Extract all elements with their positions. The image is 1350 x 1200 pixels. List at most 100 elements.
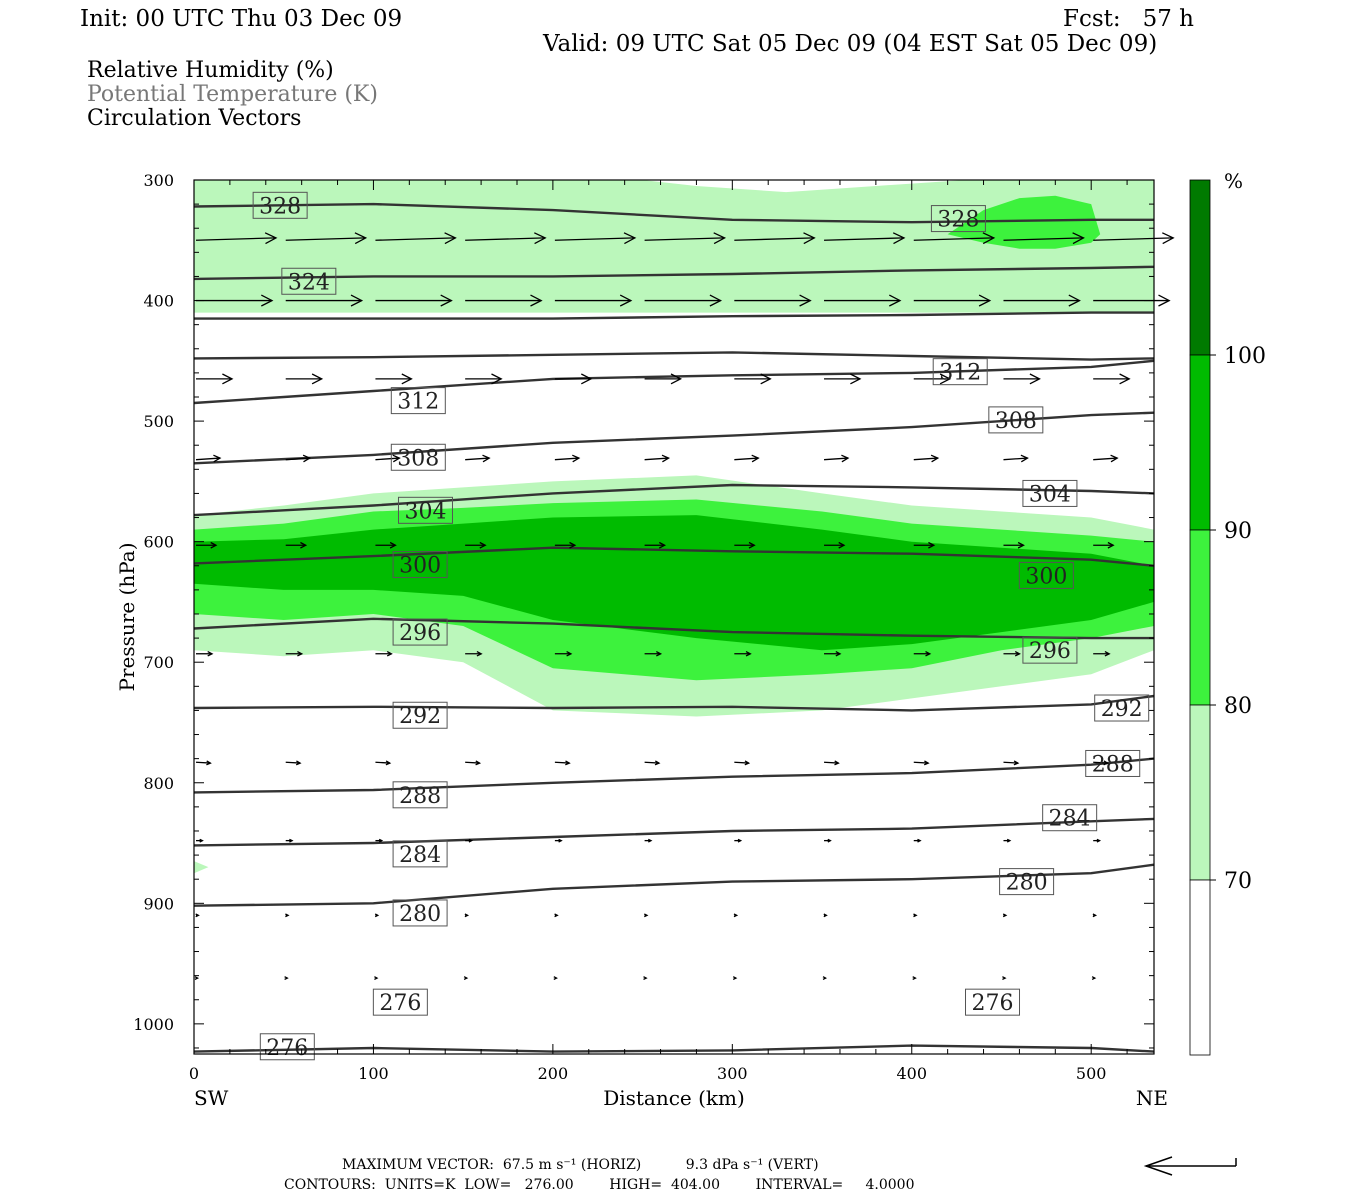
vector-head	[1158, 294, 1171, 307]
vector-arrow	[824, 373, 862, 385]
vector-head	[491, 373, 503, 385]
colorbar-label: 70	[1224, 869, 1252, 894]
vector-arrow	[375, 294, 453, 307]
vector-arrow	[734, 294, 812, 307]
vector-arrow	[553, 976, 558, 980]
vector-arrow	[644, 294, 723, 307]
vector-arrow	[285, 294, 364, 307]
contour-label-text: 312	[397, 390, 439, 415]
vector-head	[1006, 838, 1012, 843]
vector-arrow	[375, 651, 393, 657]
vector-head	[733, 913, 739, 918]
contour-label-box	[930, 205, 986, 233]
vector-head	[468, 838, 474, 843]
vector-arrow	[913, 913, 918, 918]
vector-head	[464, 913, 470, 918]
vector-head	[978, 294, 992, 307]
vector-head	[803, 232, 816, 245]
rh-region-90-100-4	[194, 515, 1154, 651]
vector-head	[463, 976, 469, 980]
vector-arrow	[644, 373, 683, 385]
colorbar-segment	[1189, 529, 1211, 706]
vector-head	[623, 232, 637, 245]
vector-head	[302, 454, 312, 463]
vector-head	[194, 976, 200, 980]
vector-shaft	[554, 457, 579, 461]
vector-head	[619, 294, 633, 307]
rh-region-70-80-5	[194, 861, 209, 874]
vector-head	[912, 976, 917, 980]
contour-label-text: 284	[399, 843, 441, 868]
vector-shaft	[465, 237, 546, 241]
vector-arrow	[554, 651, 573, 657]
contour-label-box	[999, 868, 1055, 896]
contour-label-box	[259, 1033, 315, 1061]
theta-contour-304	[193, 483, 1155, 517]
contour-label-text: 292	[1101, 697, 1143, 722]
contour-label-text: 296	[399, 621, 441, 646]
vector-head	[195, 913, 200, 918]
vector-head	[661, 454, 671, 463]
vector-shaft	[554, 761, 570, 764]
vector-head	[476, 651, 483, 657]
contour-label-box	[392, 551, 448, 579]
vector-head	[389, 541, 397, 549]
vector-shaft	[644, 237, 725, 241]
vector-arrow	[465, 294, 543, 307]
contour-label-box	[397, 496, 453, 524]
vector-arrow	[1002, 976, 1007, 980]
colorbar-label: 80	[1224, 694, 1252, 719]
vector-head	[889, 294, 902, 307]
vector-head	[658, 541, 667, 549]
vector-head	[643, 976, 648, 980]
contour-label-box	[392, 618, 448, 646]
contour-label-box	[392, 840, 448, 868]
vector-shaft	[913, 761, 929, 764]
vector-arrow	[1093, 454, 1119, 463]
contour-label-box	[988, 406, 1044, 434]
vector-head	[444, 232, 457, 245]
vector-head	[401, 373, 413, 385]
vector-arrow	[1093, 294, 1171, 307]
vector-arrow	[824, 541, 846, 549]
vector-arrow	[1093, 651, 1111, 657]
contour-label-296: 296	[1022, 636, 1078, 664]
contour-label-296: 296	[392, 618, 448, 646]
vector-arrow	[824, 651, 842, 657]
vector-arrow	[1002, 913, 1008, 918]
vector-head	[1014, 651, 1021, 657]
vector-head	[392, 454, 401, 463]
vector-shaft	[375, 457, 400, 461]
contour-label-292: 292	[392, 701, 448, 729]
vector-head	[475, 760, 482, 766]
vector-head	[285, 913, 290, 918]
vector-head	[297, 651, 304, 657]
contour-label-280: 280	[999, 868, 1055, 896]
contour-label-292: 292	[1094, 694, 1150, 722]
x-tick-label: 100	[358, 1064, 389, 1083]
vector-head	[378, 838, 384, 843]
reference-vector-head	[1143, 1156, 1173, 1176]
contour-label-284: 284	[1042, 804, 1098, 832]
vector-head	[709, 294, 723, 307]
vector-shaft	[375, 761, 390, 764]
contour-label-text: 288	[1092, 752, 1134, 777]
vector-arrow	[734, 373, 772, 385]
vector-arrow	[644, 838, 653, 843]
vector-arrow	[465, 454, 491, 463]
vector-arrow	[554, 454, 581, 463]
vector-head	[284, 976, 289, 980]
vector-head	[534, 232, 547, 245]
vector-shaft	[375, 237, 456, 241]
vector-head	[1162, 232, 1175, 245]
contour-label-box	[1042, 804, 1098, 832]
vector-arrow	[374, 976, 379, 980]
vector-arrow	[734, 232, 816, 245]
colorbar-label: 100	[1224, 344, 1266, 369]
vector-head	[1091, 976, 1097, 980]
contour-label-300: 300	[1018, 561, 1074, 589]
vector-arrow	[195, 454, 222, 463]
vector-head	[222, 373, 234, 385]
vector-head	[930, 454, 940, 463]
vector-head	[261, 294, 274, 307]
